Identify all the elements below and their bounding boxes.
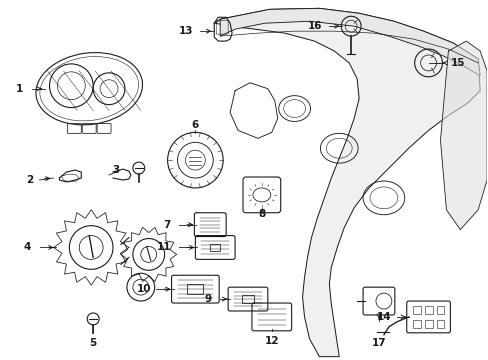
Bar — [242, 295, 253, 303]
Bar — [424, 306, 432, 314]
Text: 17: 17 — [371, 338, 386, 348]
Text: 3: 3 — [112, 165, 120, 175]
Text: 9: 9 — [204, 294, 211, 304]
Text: 1: 1 — [16, 84, 23, 94]
Polygon shape — [440, 41, 486, 230]
Text: 4: 4 — [23, 243, 30, 252]
Bar — [436, 306, 444, 314]
Text: 5: 5 — [89, 338, 97, 348]
PathPatch shape — [220, 8, 479, 76]
Text: 13: 13 — [179, 26, 193, 36]
Bar — [424, 320, 432, 328]
Text: 8: 8 — [258, 209, 265, 219]
Text: 15: 15 — [450, 58, 465, 68]
Text: 7: 7 — [163, 220, 170, 230]
Bar — [210, 243, 220, 251]
Text: 12: 12 — [264, 336, 279, 346]
Text: 11: 11 — [156, 243, 170, 252]
Text: 2: 2 — [26, 175, 33, 185]
Text: 16: 16 — [307, 21, 322, 31]
Text: 6: 6 — [191, 121, 199, 130]
Bar — [412, 306, 420, 314]
PathPatch shape — [215, 8, 479, 357]
Text: 14: 14 — [376, 312, 390, 322]
Bar — [187, 284, 203, 294]
Text: 10: 10 — [136, 284, 151, 294]
Bar — [436, 320, 444, 328]
Bar — [412, 320, 420, 328]
